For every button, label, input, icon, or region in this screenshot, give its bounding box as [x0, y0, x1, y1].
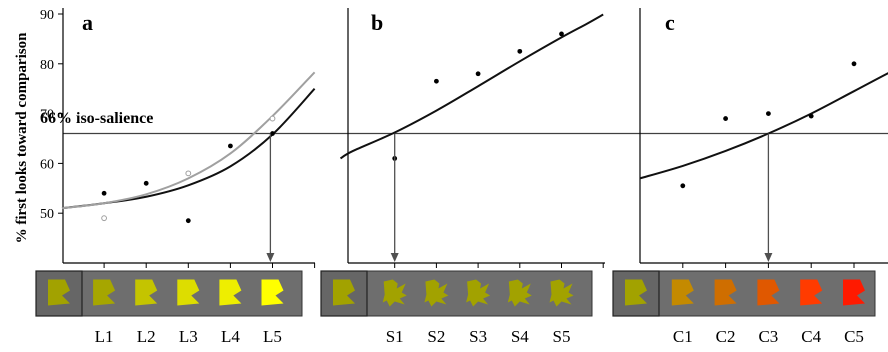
stimulus-shape — [466, 279, 491, 307]
y-tick-label: 90 — [40, 8, 54, 23]
x-tick-label: C1 — [673, 327, 693, 346]
data-point — [517, 48, 523, 54]
data-point — [143, 180, 149, 186]
data-point — [475, 71, 481, 77]
x-tick-label: L5 — [263, 327, 282, 346]
stimulus-shape — [135, 279, 158, 306]
x-tick-label: C3 — [758, 327, 778, 346]
background-layer — [35, 270, 876, 317]
x-tick-label: C5 — [844, 327, 864, 346]
data-point-open — [269, 115, 276, 122]
y-tick-label: 60 — [40, 157, 54, 172]
x-tick-label: L3 — [179, 327, 198, 346]
fit-curve — [61, 88, 316, 210]
panel-label: b — [371, 10, 383, 35]
panel-label: c — [665, 10, 675, 35]
y-axis-label: % first looks toward comparison — [14, 32, 30, 243]
crossing-arrow-head — [266, 253, 275, 262]
reference-shape — [625, 279, 647, 306]
panel-label: a — [82, 10, 93, 35]
plot-layer: 50 60 70 80 90 a L1 L2 L3 L4 L5 b S1 S2 S3 S4 S5 c C1 C2 C3 C… — [40, 8, 888, 346]
stimulus-shape — [800, 279, 823, 306]
data-point — [101, 190, 107, 196]
stimulus-shape — [507, 279, 532, 307]
y-tick-label: 80 — [40, 58, 54, 73]
data-point — [559, 31, 564, 37]
iso-salience-label: 66% iso-salience — [40, 110, 153, 127]
x-tick-label: C4 — [801, 327, 821, 346]
stimulus-shape — [424, 279, 449, 307]
stimulus-shape — [219, 279, 242, 306]
fit-curve — [61, 71, 316, 210]
stimulus-shape — [177, 279, 200, 306]
stimulus-shape — [843, 279, 865, 306]
stimulus-shape — [714, 279, 737, 306]
y-tick-label: 70 — [40, 108, 54, 123]
data-point — [270, 131, 275, 136]
data-point-open — [101, 215, 107, 222]
stimulus-shape — [93, 279, 116, 306]
reference-shape — [333, 279, 355, 306]
data-point — [434, 78, 439, 84]
data-point — [851, 61, 857, 67]
crossing-arrow-head — [390, 253, 399, 262]
data-point — [185, 218, 191, 224]
data-point — [766, 111, 771, 116]
x-tick-label: C2 — [716, 327, 736, 346]
x-tick-label: S5 — [553, 327, 571, 346]
x-tick-label: L2 — [137, 327, 156, 346]
data-point-open — [185, 170, 192, 177]
stimulus-shape — [549, 279, 574, 307]
x-tick-label: S2 — [427, 327, 445, 346]
x-tick-label: S1 — [386, 327, 404, 346]
crossing-arrow-head — [764, 253, 773, 262]
reference-shape — [48, 279, 70, 306]
fit-curve — [339, 13, 604, 160]
data-point — [228, 143, 233, 149]
x-tick-label: L4 — [221, 327, 240, 346]
stimulus-shape — [261, 279, 284, 306]
x-tick-label: S3 — [469, 327, 487, 346]
data-point — [680, 183, 686, 189]
y-tick-label: 50 — [40, 207, 54, 222]
fit-curve — [639, 72, 888, 180]
stimulus-shape — [671, 279, 694, 306]
x-tick-label: L1 — [95, 327, 114, 346]
stimulus-shape — [382, 279, 407, 307]
x-tick-label: S4 — [511, 327, 529, 346]
stimulus-shape — [757, 279, 780, 306]
data-point — [808, 113, 814, 119]
data-point — [723, 116, 728, 121]
